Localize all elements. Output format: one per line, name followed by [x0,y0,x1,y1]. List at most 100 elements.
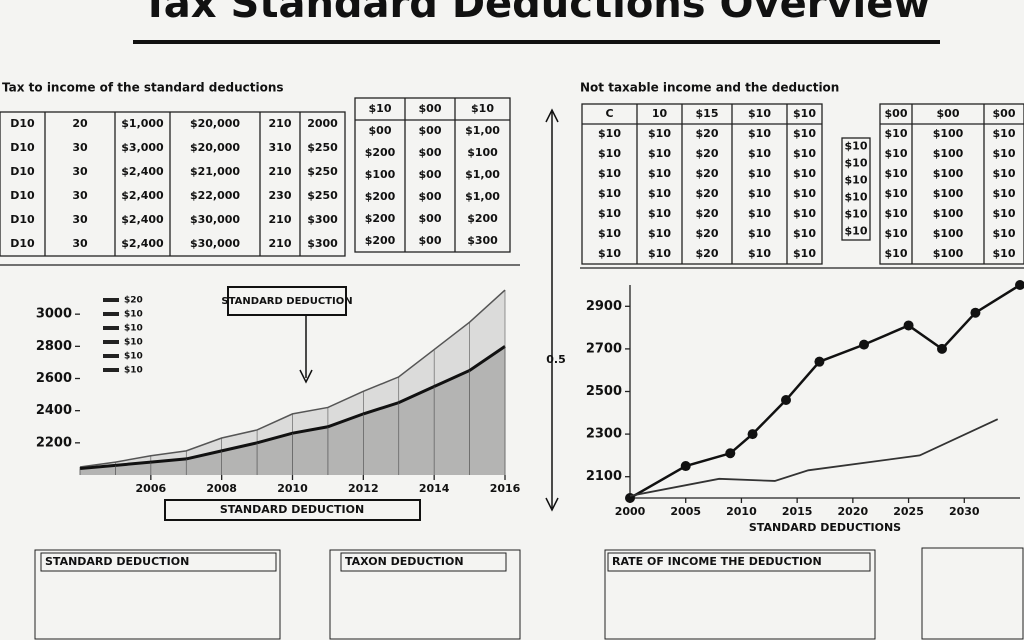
table-cell: $10 [993,247,1016,260]
table-cell: $2,400 [121,213,164,226]
table-cell: $10 [793,247,816,260]
table-cell: $10 [648,227,671,240]
table-cell: $10 [748,127,771,140]
table-cell: $10 [793,227,816,240]
table-cell: $200 [365,146,396,159]
table-cell: $250 [307,141,338,154]
point [937,343,947,354]
table-header: $00 [993,107,1016,120]
table-cell: $10 [748,187,771,200]
table-cell: D10 [10,141,35,154]
table-cell: $10 [885,127,908,140]
table-cell: $3,000 [121,141,164,154]
x-tick-label: 2000 [615,505,646,518]
table-cell: $10 [993,207,1016,220]
footer: STANDARD DEDUCTION [220,503,364,516]
table-cell: D10 [10,165,35,178]
table-cell: $100 [933,207,964,220]
table-cell: $10 [648,187,671,200]
table-header: 10 [652,107,668,120]
point [970,307,981,318]
series-line [629,418,999,497]
table-cell: $200 [467,212,498,225]
legend-label: $10 [124,352,143,362]
table-cell: $21,000 [190,165,240,178]
table-cell: $10 [598,127,621,140]
y-tick-label: 2700 [586,341,622,356]
table-cell: $20 [696,207,719,220]
arrow-heads [545,108,559,512]
panel-title: TAXON DEDUCTION [345,555,464,568]
annotation-box [227,286,347,316]
table-cell: $300 [467,234,498,247]
table-cell: $10 [845,140,868,153]
table-cell: $10 [793,147,816,160]
table-cell: $10 [648,207,671,220]
title: Tax Standard Deductions Overview [142,0,931,27]
table-cell: $100 [933,127,964,140]
point [680,461,691,472]
table-frame [354,97,511,253]
bottom-panel [329,549,521,640]
table-cell: $2,400 [121,189,164,202]
table-cell: $00 [419,234,442,247]
table-cell: $300 [307,213,338,226]
table-cell: $300 [307,237,338,250]
table-cell: $10 [885,187,908,200]
left-caption: Tax to income of the standard deductions [2,81,284,95]
table-cell: 30 [72,213,88,226]
table-cell: 310 [269,141,292,154]
table-cell: $10 [993,167,1016,180]
point [747,429,758,440]
annotation-arrow [299,315,313,384]
legend-label: $10 [124,338,143,348]
table-cell: $200 [365,212,396,225]
table-cell: $10 [993,127,1016,140]
table-cell: $10 [648,247,671,260]
table-cell: $10 [748,227,771,240]
table-frame [0,111,346,257]
legend-swatch [103,354,119,358]
table-cell: $10 [885,147,908,160]
panel-title: RATE OF INCOME THE DEDUCTION [612,555,822,568]
table-cell: D10 [10,189,35,202]
table-cell: $20 [696,187,719,200]
table-cell: $10 [598,147,621,160]
panel-title: STANDARD DEDUCTION [45,555,189,568]
table-cell: 230 [269,189,292,202]
table-cell: $1,00 [465,190,500,203]
point [859,339,869,350]
table-cell: $10 [598,167,621,180]
table-cell: $10 [748,147,771,160]
table-cell: $10 [598,247,621,260]
table-header: $00 [937,107,960,120]
table-cell: $00 [419,212,442,225]
bottom-panel [34,549,281,640]
x-tick-label: 2006 [136,482,167,495]
table-header: $10 [369,102,392,115]
panel-title-box [607,552,871,572]
table-cell: 210 [269,237,292,250]
y-tick-label: 2800 [36,339,72,354]
table-cell: $10 [845,174,868,187]
annotation: STANDARD DEDUCTION [221,296,352,307]
bottom-panel [921,547,1024,640]
table-cell: 2000 [307,117,338,130]
legend-label: $10 [124,324,143,334]
legend-swatch [103,298,119,302]
table-cell: $20 [696,127,719,140]
table-cell: $10 [598,207,621,220]
table-cell: $10 [793,167,816,180]
table-cell: $10 [648,167,671,180]
table-cell: $200 [365,234,396,247]
table-cell: $10 [885,207,908,220]
table-cell: $10 [648,147,671,160]
y-tick-label: 2400 [36,403,72,418]
table-cell: 210 [269,117,292,130]
table-cell: $1,00 [465,124,500,137]
table-cell: $10 [885,227,908,240]
table-cell: 30 [72,165,88,178]
x-tick-label: 2016 [490,482,521,495]
table-header: $10 [793,107,816,120]
